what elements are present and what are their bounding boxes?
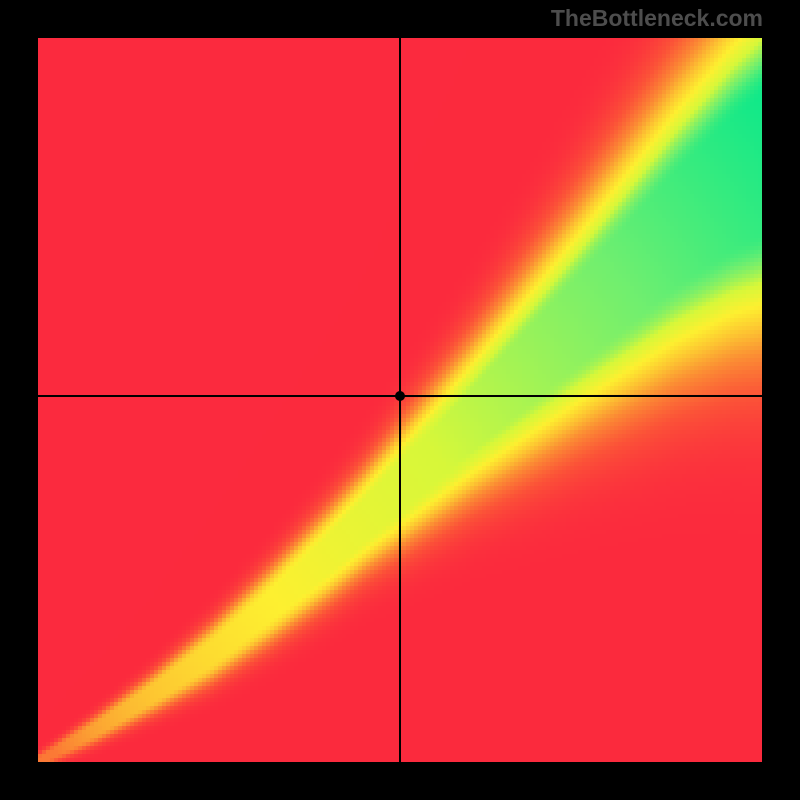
- crosshair-dot: [395, 391, 405, 401]
- watermark-text: TheBottleneck.com: [551, 5, 763, 32]
